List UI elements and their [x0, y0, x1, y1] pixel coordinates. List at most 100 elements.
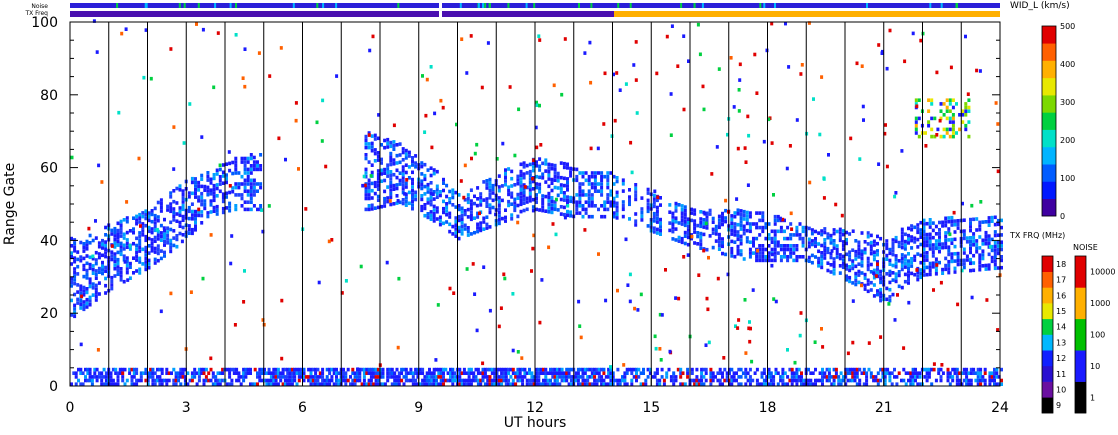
noise-bar-tick [955, 3, 958, 8]
x-tick-label: 15 [642, 400, 660, 416]
data-cell [724, 198, 728, 203]
data-cell [294, 118, 298, 123]
data-cell [748, 229, 752, 234]
data-cell [783, 371, 787, 375]
data-cell [323, 378, 327, 383]
data-cell [481, 378, 485, 383]
data-cell [175, 237, 179, 242]
data-cell [367, 207, 371, 212]
data-cell [885, 272, 889, 276]
data-cell [721, 240, 724, 245]
data-cell [167, 378, 171, 383]
data-cell [194, 177, 197, 181]
data-cell [97, 371, 101, 375]
data-cell [234, 204, 238, 208]
data-cell [297, 375, 301, 379]
data-cell [786, 236, 790, 241]
data-cell [913, 225, 917, 230]
data-cell [104, 225, 108, 230]
data-cell [104, 378, 108, 383]
data-cell [376, 187, 380, 191]
y-tick-label: 40 [40, 233, 58, 249]
data-cell [197, 207, 201, 212]
data-cell [276, 382, 280, 386]
data-cell [953, 244, 957, 249]
data-cell [553, 174, 557, 179]
data-cell [274, 371, 278, 375]
data-cell [566, 209, 569, 214]
data-cell [770, 252, 774, 257]
data-cell [286, 375, 290, 379]
data-cell [485, 215, 489, 219]
data-cell [841, 232, 845, 237]
data-cell [309, 367, 313, 372]
data-cell [228, 375, 232, 379]
data-cell [88, 367, 92, 372]
data-cell [383, 200, 387, 205]
data-cell [150, 245, 154, 249]
data-cell [848, 232, 852, 236]
data-cell [541, 197, 545, 202]
data-cell [479, 192, 483, 196]
data-cell [135, 382, 139, 386]
data-cell [795, 375, 799, 379]
data-cell [801, 244, 805, 248]
data-cell [893, 194, 897, 199]
data-cell [810, 231, 814, 236]
data-cell [397, 375, 401, 379]
data-cell [674, 296, 678, 300]
data-cell [535, 100, 538, 105]
data-cell [773, 247, 777, 252]
data-cell [969, 221, 972, 226]
data-cell [581, 214, 585, 219]
data-cell [910, 235, 914, 239]
data-cell [265, 371, 269, 375]
data-cell [70, 276, 73, 281]
data-cell [432, 190, 436, 194]
data-cell [203, 199, 207, 203]
data-cell [358, 378, 362, 383]
data-cell [708, 208, 712, 213]
data-cell [948, 109, 952, 113]
data-cell [739, 223, 743, 228]
colorbar-tick-label: 16 [1056, 291, 1066, 300]
data-cell [786, 382, 790, 386]
data-cell [823, 238, 827, 242]
data-cell [510, 176, 514, 181]
data-cell [886, 367, 890, 372]
data-cell [978, 235, 982, 239]
data-cell [97, 266, 101, 271]
data-cell [744, 382, 748, 386]
data-cell [820, 261, 824, 266]
data-cell [593, 375, 597, 379]
data-cell [911, 371, 915, 375]
colorbar-tick-label: 300 [1060, 98, 1075, 107]
data-cell [467, 375, 471, 379]
data-cell [374, 382, 378, 386]
data-cell [869, 371, 873, 375]
data-cell [317, 280, 321, 285]
data-cell [916, 277, 920, 282]
data-cell [903, 254, 907, 258]
data-cell [807, 382, 810, 386]
data-cell [866, 260, 870, 264]
data-cell [988, 375, 992, 379]
data-cell [544, 162, 548, 166]
data-cell [508, 85, 512, 89]
data-cell [249, 167, 253, 172]
data-cell [758, 247, 762, 252]
data-cell [321, 98, 325, 103]
data-cell [866, 264, 870, 268]
data-cell [392, 140, 396, 144]
data-cell [962, 251, 966, 255]
data-cell [482, 265, 486, 269]
data-cell [190, 202, 194, 206]
data-cell [718, 382, 722, 386]
data-cell [693, 241, 697, 245]
data-cell [646, 367, 650, 372]
data-cell [119, 241, 123, 246]
data-cell [702, 382, 706, 386]
data-cell [243, 84, 247, 89]
data-cell [885, 66, 889, 71]
data-cell [490, 371, 494, 375]
